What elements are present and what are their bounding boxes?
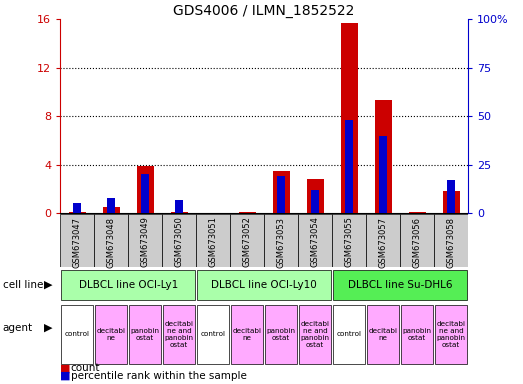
Text: cell line: cell line [3,280,43,290]
Bar [345,120,354,213]
Bar [196,214,230,267]
Text: agent: agent [3,323,33,333]
Bar [61,270,196,300]
Text: ▶: ▶ [44,323,53,333]
Text: GSM673047: GSM673047 [73,217,82,268]
Text: GSM673052: GSM673052 [243,217,252,267]
Text: panobin
ostat: panobin ostat [131,328,160,341]
Bar [340,23,358,213]
Bar [163,305,196,364]
Bar [129,305,162,364]
Bar [107,198,116,213]
Text: GSM673055: GSM673055 [345,217,354,267]
Text: GSM673051: GSM673051 [209,217,218,267]
Bar [367,305,400,364]
Text: DLBCL line OCI-Ly1: DLBCL line OCI-Ly1 [78,280,178,290]
Bar [400,214,434,267]
Bar [60,214,94,267]
Bar [332,214,366,267]
Text: GSM673054: GSM673054 [311,217,320,267]
Bar [264,214,298,267]
Bar [137,166,154,213]
Text: percentile rank within the sample: percentile rank within the sample [71,371,246,381]
Bar [442,191,460,213]
Bar [379,136,388,213]
Bar [272,171,290,213]
Bar [141,174,150,213]
Bar [277,176,286,213]
Text: decitabi
ne: decitabi ne [97,328,126,341]
Bar [298,214,332,267]
Bar [366,214,400,267]
Text: panobin
ostat: panobin ostat [267,328,295,341]
Bar [162,214,196,267]
Bar [175,200,184,213]
Bar [299,305,332,364]
Bar [435,305,468,364]
Text: GSM673058: GSM673058 [447,217,456,268]
Text: decitabi
ne and
panobin
ostat: decitabi ne and panobin ostat [301,321,329,348]
Text: decitabi
ne and
panobin
ostat: decitabi ne and panobin ostat [165,321,194,348]
Bar [306,179,324,213]
Text: count: count [71,363,100,373]
Bar [230,214,264,267]
Bar [128,214,162,267]
Bar [333,305,366,364]
Bar [401,305,434,364]
Text: ■: ■ [60,371,71,381]
Bar [333,270,468,300]
Text: GSM673049: GSM673049 [141,217,150,267]
Text: decitabi
ne and
panobin
ostat: decitabi ne and panobin ostat [437,321,465,348]
Bar [408,212,426,213]
Bar [61,305,94,364]
Bar [374,100,392,213]
Text: ▶: ▶ [44,280,53,290]
Text: control: control [201,331,225,337]
Bar [103,207,120,213]
Bar [197,270,332,300]
Text: GSM673056: GSM673056 [413,217,422,268]
Bar [434,214,468,267]
Text: control: control [337,331,361,337]
Text: GSM673048: GSM673048 [107,217,116,268]
Text: GSM673053: GSM673053 [277,217,286,268]
Text: DLBCL line OCI-Ly10: DLBCL line OCI-Ly10 [211,280,317,290]
Text: panobin
ostat: panobin ostat [403,328,431,341]
Text: GSM673050: GSM673050 [175,217,184,267]
Bar [265,305,298,364]
Text: GSM673057: GSM673057 [379,217,388,268]
Bar [197,305,230,364]
Bar [447,180,456,213]
Text: control: control [65,331,89,337]
Bar [95,305,128,364]
Title: GDS4006 / ILMN_1852522: GDS4006 / ILMN_1852522 [174,4,355,18]
Bar [69,212,86,213]
Bar [73,204,82,213]
Text: DLBCL line Su-DHL6: DLBCL line Su-DHL6 [348,280,452,290]
Bar [170,212,188,213]
Bar [231,305,264,364]
Text: decitabi
ne: decitabi ne [233,328,262,341]
Text: ■: ■ [60,363,71,373]
Bar [311,190,320,213]
Bar [238,212,256,213]
Text: decitabi
ne: decitabi ne [369,328,397,341]
Bar [94,214,128,267]
